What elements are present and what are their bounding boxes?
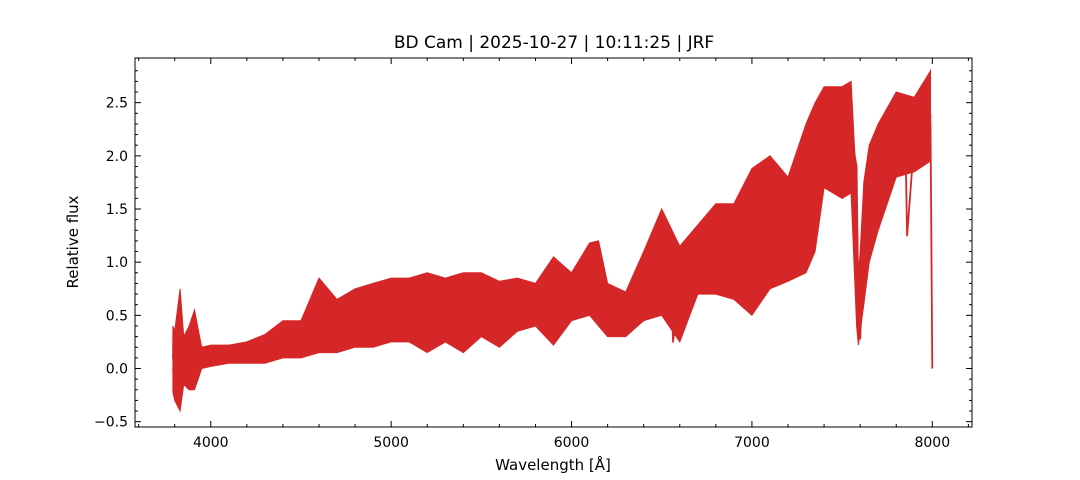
x-tick-label: 5000 — [373, 435, 409, 451]
x-tick-label: 7000 — [734, 435, 770, 451]
axis-ticks: 4000 5000 6000 7000 8000 −0.5 0.0 0.5 1.0 1.5 2.0 2… — [94, 58, 972, 451]
spectrum-noise-line — [172, 88, 932, 394]
y-tick-label: 0.5 — [106, 308, 128, 324]
chart-title: BD Cam | 2025-10-27 | 10:11:25 | JRF — [394, 33, 714, 53]
y-tick-label: −0.5 — [94, 415, 128, 431]
x-axis-label: Wavelength [Å] — [495, 455, 611, 474]
y-tick-label: 2.5 — [106, 96, 128, 112]
y-tick-label: 2.0 — [106, 149, 128, 165]
y-tick-label: 1.5 — [106, 202, 128, 218]
plot-area — [172, 69, 934, 413]
x-tick-label: 8000 — [914, 435, 950, 451]
spectrum-line-0 — [172, 123, 934, 391]
axes-frame — [134, 57, 973, 428]
x-tick-label: 6000 — [554, 435, 590, 451]
y-tick-label: 0.0 — [106, 362, 128, 378]
y-tick-label: 1.0 — [106, 255, 128, 271]
y-axis-label: Relative flux — [64, 195, 82, 288]
spectrum-data — [172, 69, 934, 413]
x-tick-label: 4000 — [193, 435, 229, 451]
